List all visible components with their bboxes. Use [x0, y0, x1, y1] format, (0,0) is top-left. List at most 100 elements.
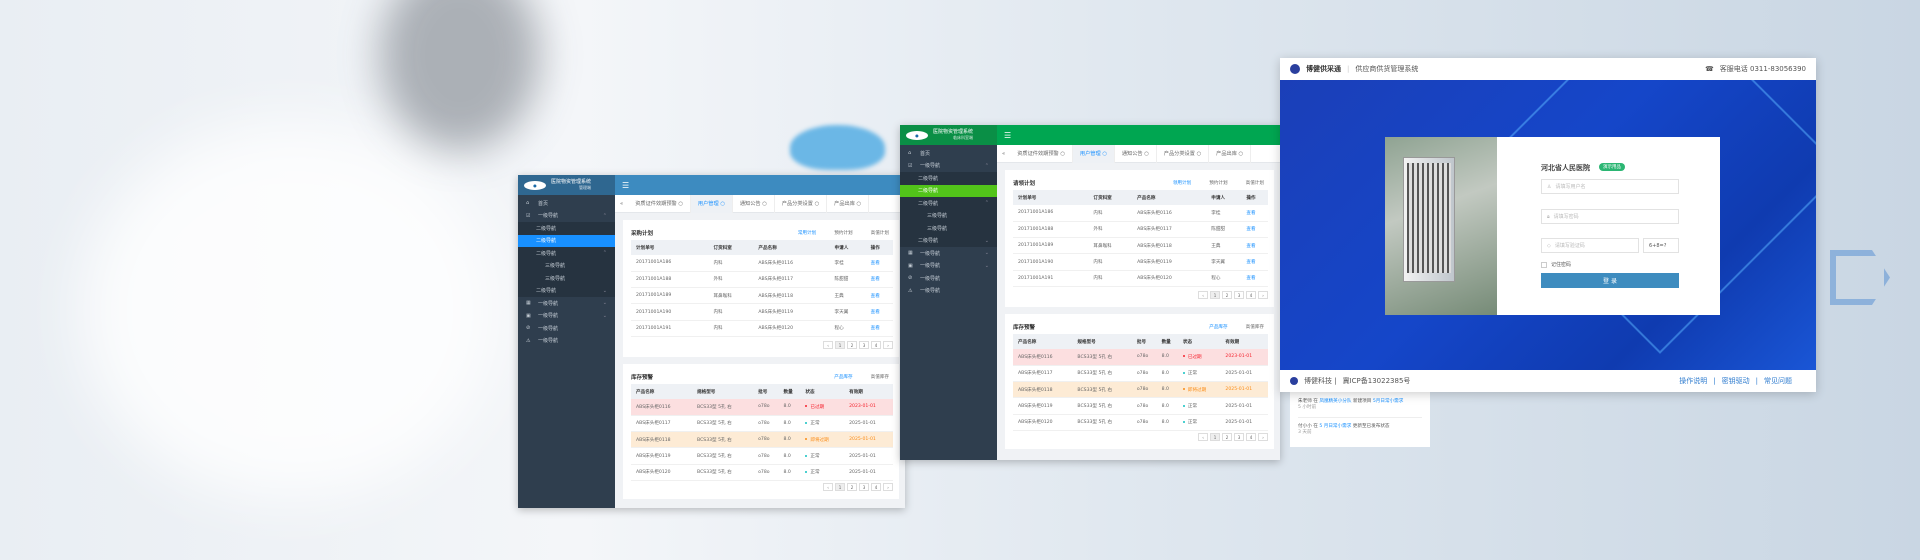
sidebar-item[interactable]: ☑ 一级导航 ⌃ — [900, 160, 997, 173]
tab[interactable]: 用户管理 ○ — [690, 194, 733, 213]
sidebar-item[interactable]: ⌂ 首页 — [900, 147, 997, 160]
tab[interactable]: 资质证件效期预警 ○ — [628, 194, 691, 213]
tab[interactable]: 产品分类设置 ○ — [1157, 144, 1210, 163]
tab-close-icon[interactable]: ○ — [814, 200, 820, 207]
page-button[interactable]: 1 — [1210, 433, 1220, 441]
card-subtab[interactable]: 高值计划 — [870, 231, 889, 236]
sidebar-item[interactable]: 三级导航 — [518, 259, 615, 272]
view-link[interactable]: 查看 — [865, 303, 893, 321]
tab-close-icon[interactable]: ○ — [856, 200, 862, 207]
sidebar-item[interactable]: ▣ 一级导航 ⌄ — [518, 310, 615, 323]
footer-link-driver[interactable]: 密钥驱动 — [1721, 377, 1750, 385]
card-subtab[interactable]: 高值库存 — [870, 375, 889, 380]
page-button[interactable]: › — [883, 483, 893, 491]
page-button[interactable]: 2 — [1222, 433, 1232, 441]
tab[interactable]: 通知公告 ○ — [733, 194, 775, 213]
tab[interactable]: 用户管理 ○ — [1072, 144, 1115, 163]
tab-close-icon[interactable]: ○ — [720, 200, 725, 207]
tab[interactable]: 产品出库 ○ — [1209, 144, 1252, 163]
view-link[interactable]: 查看 — [1241, 270, 1268, 287]
view-link[interactable]: 查看 — [1241, 237, 1268, 255]
sidebar-item[interactable]: ▦ 一级导航 ⌄ — [900, 247, 997, 260]
sidebar-item[interactable]: ⚠ 一级导航 — [900, 285, 997, 298]
view-link[interactable]: 查看 — [1241, 253, 1268, 271]
page-button[interactable]: 2 — [847, 341, 857, 349]
view-link[interactable]: 查看 — [865, 271, 893, 289]
sidebar-item[interactable]: 二级导航 — [518, 222, 615, 235]
view-link[interactable]: 查看 — [1241, 205, 1268, 222]
sidebar-item[interactable]: 三级导航 — [518, 272, 615, 285]
page-button[interactable]: ‹ — [823, 483, 833, 491]
view-link[interactable]: 查看 — [865, 255, 893, 272]
view-link[interactable]: 查看 — [865, 320, 893, 337]
sidebar-item[interactable]: 二级导航 — [900, 172, 997, 185]
page-button[interactable]: 1 — [835, 341, 845, 349]
activity-team-link[interactable]: 5 月日常小需求 — [1319, 424, 1352, 429]
captcha-input[interactable]: ◇ 请填写验证码 — [1541, 238, 1639, 253]
card-subtab[interactable]: 高值计划 — [1245, 181, 1264, 186]
page-button[interactable]: 4 — [871, 483, 881, 491]
sidebar-item[interactable]: ⚠ 一级导航 — [518, 335, 615, 348]
page-button[interactable]: 4 — [1246, 291, 1256, 299]
page-button[interactable]: 1 — [1210, 291, 1220, 299]
card-subtab[interactable]: 预约计划 — [834, 231, 853, 236]
page-button[interactable]: › — [883, 341, 893, 349]
sidebar-item[interactable]: 二级导航 ⌄ — [518, 284, 615, 297]
page-button[interactable]: 3 — [859, 341, 869, 349]
footer-link-manual[interactable]: 操作说明 — [1679, 377, 1708, 385]
tab-close-icon[interactable]: ○ — [1238, 150, 1244, 157]
tab-close-icon[interactable]: ○ — [762, 200, 767, 207]
card-subtab[interactable]: 高值库存 — [1245, 325, 1264, 330]
sidebar-item[interactable]: 二级导航 ⌃ — [518, 247, 615, 260]
card-subtab[interactable]: 预约计划 — [1209, 181, 1228, 186]
view-link[interactable]: 查看 — [865, 287, 893, 305]
sidebar-item[interactable]: ⊘ 一级导航 — [900, 272, 997, 285]
menu-toggle-icon[interactable]: ☰ — [622, 181, 630, 190]
tab-close-icon[interactable]: ○ — [1060, 150, 1065, 157]
activity-team-link[interactable]: 凤凰精英小分队 — [1319, 399, 1352, 404]
tab-close-icon[interactable]: ○ — [678, 200, 683, 207]
tab-close-icon[interactable]: ○ — [1196, 150, 1202, 157]
view-link[interactable]: 查看 — [1241, 221, 1268, 239]
footer-link-faq[interactable]: 常见问题 — [1764, 377, 1792, 385]
page-button[interactable]: ‹ — [1198, 291, 1208, 299]
card-subtab[interactable]: 领用计划 — [1172, 181, 1192, 186]
page-button[interactable]: 3 — [859, 483, 869, 491]
sidebar-item[interactable]: ⌂ 首页 — [518, 197, 615, 210]
username-input[interactable]: ♙ 请填写用户名 — [1541, 179, 1679, 194]
page-button[interactable]: › — [1258, 291, 1268, 299]
sidebar-item[interactable]: ▦ 一级导航 ⌄ — [518, 297, 615, 310]
card-subtab[interactable]: 产品库存 — [834, 375, 853, 380]
page-button[interactable]: 4 — [1246, 433, 1256, 441]
activity-project-link[interactable]: 5月日常小需求 — [1372, 399, 1404, 404]
login-button[interactable]: 登 录 — [1541, 273, 1679, 288]
sidebar-item[interactable]: 二级导航 — [518, 234, 615, 247]
menu-toggle-icon[interactable]: ☰ — [1004, 131, 1012, 140]
tab-close-icon[interactable]: ○ — [1102, 150, 1107, 157]
sidebar-item[interactable]: 二级导航 — [900, 184, 997, 197]
tab[interactable]: 资质证件效期预警 ○ — [1010, 144, 1073, 163]
tab[interactable]: 产品分类设置 ○ — [775, 194, 828, 213]
remember-checkbox[interactable] — [1541, 261, 1547, 268]
sidebar-item[interactable]: ⊘ 一级导航 — [518, 322, 615, 335]
page-button[interactable]: 3 — [1234, 291, 1244, 299]
page-button[interactable]: 3 — [1234, 433, 1244, 441]
page-button[interactable]: 2 — [847, 483, 857, 491]
page-button[interactable]: 2 — [1222, 291, 1232, 299]
password-input[interactable]: 🔒︎ 请填写密码 — [1541, 209, 1679, 224]
page-button[interactable]: 4 — [871, 341, 881, 349]
page-button[interactable]: ‹ — [1198, 433, 1208, 441]
sidebar-item[interactable]: 二级导航 ⌃ — [900, 197, 997, 210]
sidebar-item[interactable]: ☑ 一级导航 ⌃ — [518, 210, 615, 223]
page-button[interactable]: 1 — [835, 483, 845, 491]
tabs-back-icon[interactable]: « — [1002, 150, 1006, 157]
page-button[interactable]: › — [1258, 433, 1268, 441]
tabs-back-icon[interactable]: « — [620, 200, 624, 207]
sidebar-item[interactable]: 二级导航 ⌄ — [900, 234, 997, 247]
sidebar-item[interactable]: ▣ 一级导航 ⌄ — [900, 260, 997, 273]
page-button[interactable]: ‹ — [823, 341, 833, 349]
captcha-image[interactable]: 6+8=? — [1643, 238, 1679, 253]
sidebar-item[interactable]: 三级导航 — [900, 209, 997, 222]
tab-close-icon[interactable]: ○ — [1144, 150, 1149, 157]
sidebar-item[interactable]: 三级导航 — [900, 222, 997, 235]
